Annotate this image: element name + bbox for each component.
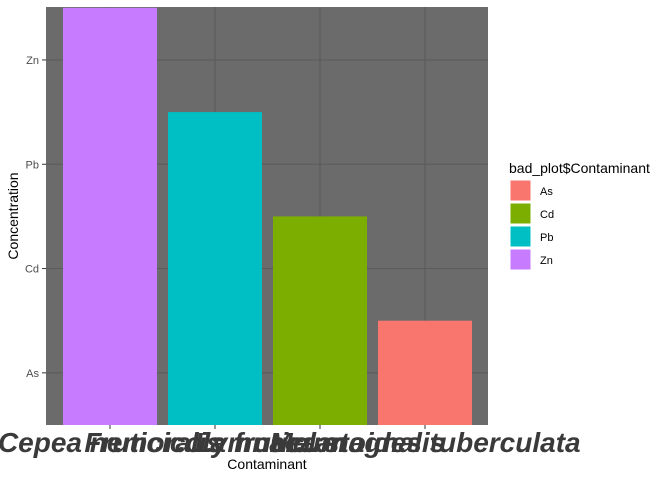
x-tick-label: Cepea nemoralis — [0, 427, 222, 458]
x-tick-label: Melanoides tuberculata — [269, 427, 580, 458]
bar-zn — [63, 7, 157, 426]
x-tick-label: Fruticicola fruticum — [84, 427, 345, 458]
y-tick-label: Cd — [25, 264, 39, 276]
x-tick-label: Lymnaea stagnalis — [195, 427, 446, 458]
bars — [63, 7, 472, 426]
y-tick-label: Pb — [26, 159, 39, 171]
bar-pb — [168, 112, 262, 425]
legend: bad_plot$Contaminant As Cd Pb Zn — [509, 160, 650, 271]
legend-key-pb — [509, 225, 532, 248]
legend-key-cd — [509, 202, 532, 225]
legend-key-zn — [509, 248, 532, 271]
legend-label-as: As — [540, 186, 553, 198]
y-axis-ticks: As Cd Pb Zn — [25, 55, 46, 380]
legend-title: bad_plot$Contaminant — [509, 160, 650, 176]
legend-label-pb: Pb — [540, 232, 553, 244]
legend-key-as — [509, 179, 532, 202]
legend-label-cd: Cd — [540, 209, 554, 221]
y-axis-title: Concentration — [5, 172, 21, 259]
bar-as — [378, 320, 472, 425]
y-tick-label: Zn — [26, 55, 39, 67]
y-tick-label: As — [26, 368, 39, 380]
x-axis-title: Contaminant — [227, 456, 306, 472]
bar-cd — [273, 216, 367, 425]
legend-label-zn: Zn — [540, 255, 553, 267]
